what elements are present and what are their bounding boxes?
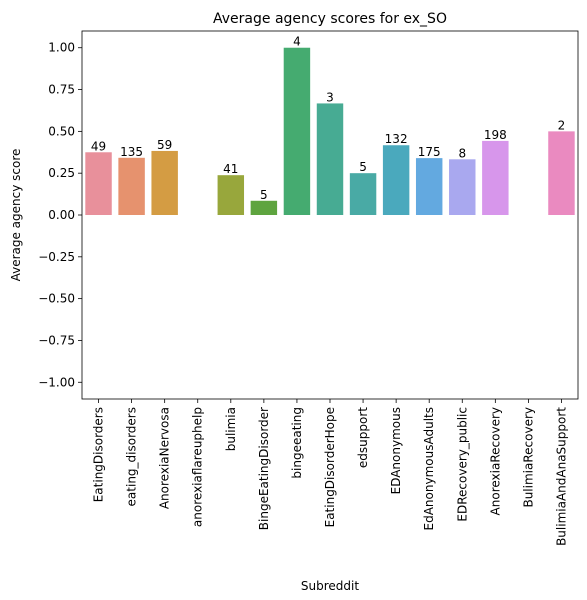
data-label-AnorexiaRecovery: 198: [484, 128, 507, 142]
x-tick-label-EDRecovery_public: EDRecovery_public: [455, 407, 469, 522]
x-tick-label-EatingDisorderHope: EatingDisorderHope: [323, 407, 337, 527]
bar-EatingDisorders: [85, 152, 112, 215]
y-tick-label: −0.75: [38, 333, 75, 347]
bar-eating_disorders: [118, 157, 145, 215]
data-label-eating_disorders: 135: [120, 145, 143, 159]
x-tick-label-AnorexiaRecovery: AnorexiaRecovery: [488, 407, 502, 515]
data-label-AnorexiaNervosa: 59: [157, 138, 172, 152]
y-tick-label: 0.75: [48, 83, 75, 97]
bar-bulimia: [217, 175, 245, 215]
data-label-EatingDisorderHope: 3: [326, 90, 334, 104]
data-label-BulimiaAndAnaSupport: 2: [558, 118, 566, 132]
x-tick-label-eating_disorders: eating_disorders: [125, 407, 139, 506]
bar-AnorexiaNervosa: [151, 150, 178, 215]
bar-BingeEatingDisorder: [250, 200, 278, 215]
x-tick-label-bulimia: bulimia: [224, 407, 238, 451]
y-tick-label: 1.00: [48, 41, 75, 55]
x-tick-label-anorexiaflareuphelp: anorexiaflareuphelp: [191, 407, 205, 527]
bars-group: [85, 47, 575, 216]
x-tick-label-BulimiaRecovery: BulimiaRecovery: [521, 407, 535, 508]
y-axis-title: Average agency score: [9, 149, 23, 282]
data-label-bingeeating: 4: [293, 35, 301, 49]
bar-EatingDisorderHope: [316, 103, 344, 215]
y-tick-label: 0.50: [48, 124, 75, 138]
x-tick-label-bingeeating: bingeeating: [290, 407, 304, 479]
x-tick-label-EdAnonymousAdults: EdAnonymousAdults: [422, 407, 436, 530]
x-tick-label-EatingDisorders: EatingDisorders: [92, 407, 106, 502]
bar-edsupport: [349, 173, 377, 215]
data-label-EatingDisorders: 49: [91, 139, 106, 153]
bar-EdAnonymousAdults: [415, 158, 443, 215]
data-label-bulimia: 41: [223, 162, 238, 176]
data-label-edsupport: 5: [359, 160, 367, 174]
y-tick-label: 0.00: [48, 208, 75, 222]
x-tick-label-AnorexiaNervosa: AnorexiaNervosa: [158, 407, 172, 509]
data-label-EdAnonymousAdults: 175: [418, 145, 441, 159]
x-tick-label-BulimiaAndAnaSupport: BulimiaAndAnaSupport: [554, 407, 568, 546]
x-tick-label-edsupport: edsupport: [356, 407, 370, 468]
chart-title: Average agency scores for ex_SO: [213, 11, 447, 27]
bar-EDAnonymous: [382, 145, 410, 215]
bar-BulimiaAndAnaSupport: [548, 131, 575, 215]
x-axis-title: Subreddit: [301, 579, 359, 593]
data-label-BingeEatingDisorder: 5: [260, 188, 268, 202]
y-tick-label: −1.00: [38, 375, 75, 389]
data-label-EDRecovery_public: 8: [458, 146, 466, 160]
plot-frame: [81, 30, 579, 400]
data-labels-group: 49 135 59 41 5 4 3 5 132 175 8 198 2: [91, 35, 565, 202]
bar-bingeeating: [283, 47, 311, 216]
x-axis: EatingDisorders eating_disorders AnorexiaN…: [92, 399, 568, 546]
bar-AnorexiaRecovery: [482, 140, 509, 215]
y-tick-label: −0.50: [38, 292, 75, 306]
data-label-EDAnonymous: 132: [385, 132, 408, 146]
y-tick-label: −0.25: [38, 250, 75, 264]
bar-EDRecovery_public: [449, 159, 476, 215]
y-axis: −1.00 −0.75 −0.50 −0.25 0.00 0.25 0.50 0.75 1.00: [38, 41, 82, 389]
y-tick-label: 0.25: [48, 166, 75, 180]
x-tick-label-BingeEatingDisorder: BingeEatingDisorder: [257, 407, 271, 530]
x-tick-label-EDAnonymous: EDAnonymous: [389, 407, 403, 494]
